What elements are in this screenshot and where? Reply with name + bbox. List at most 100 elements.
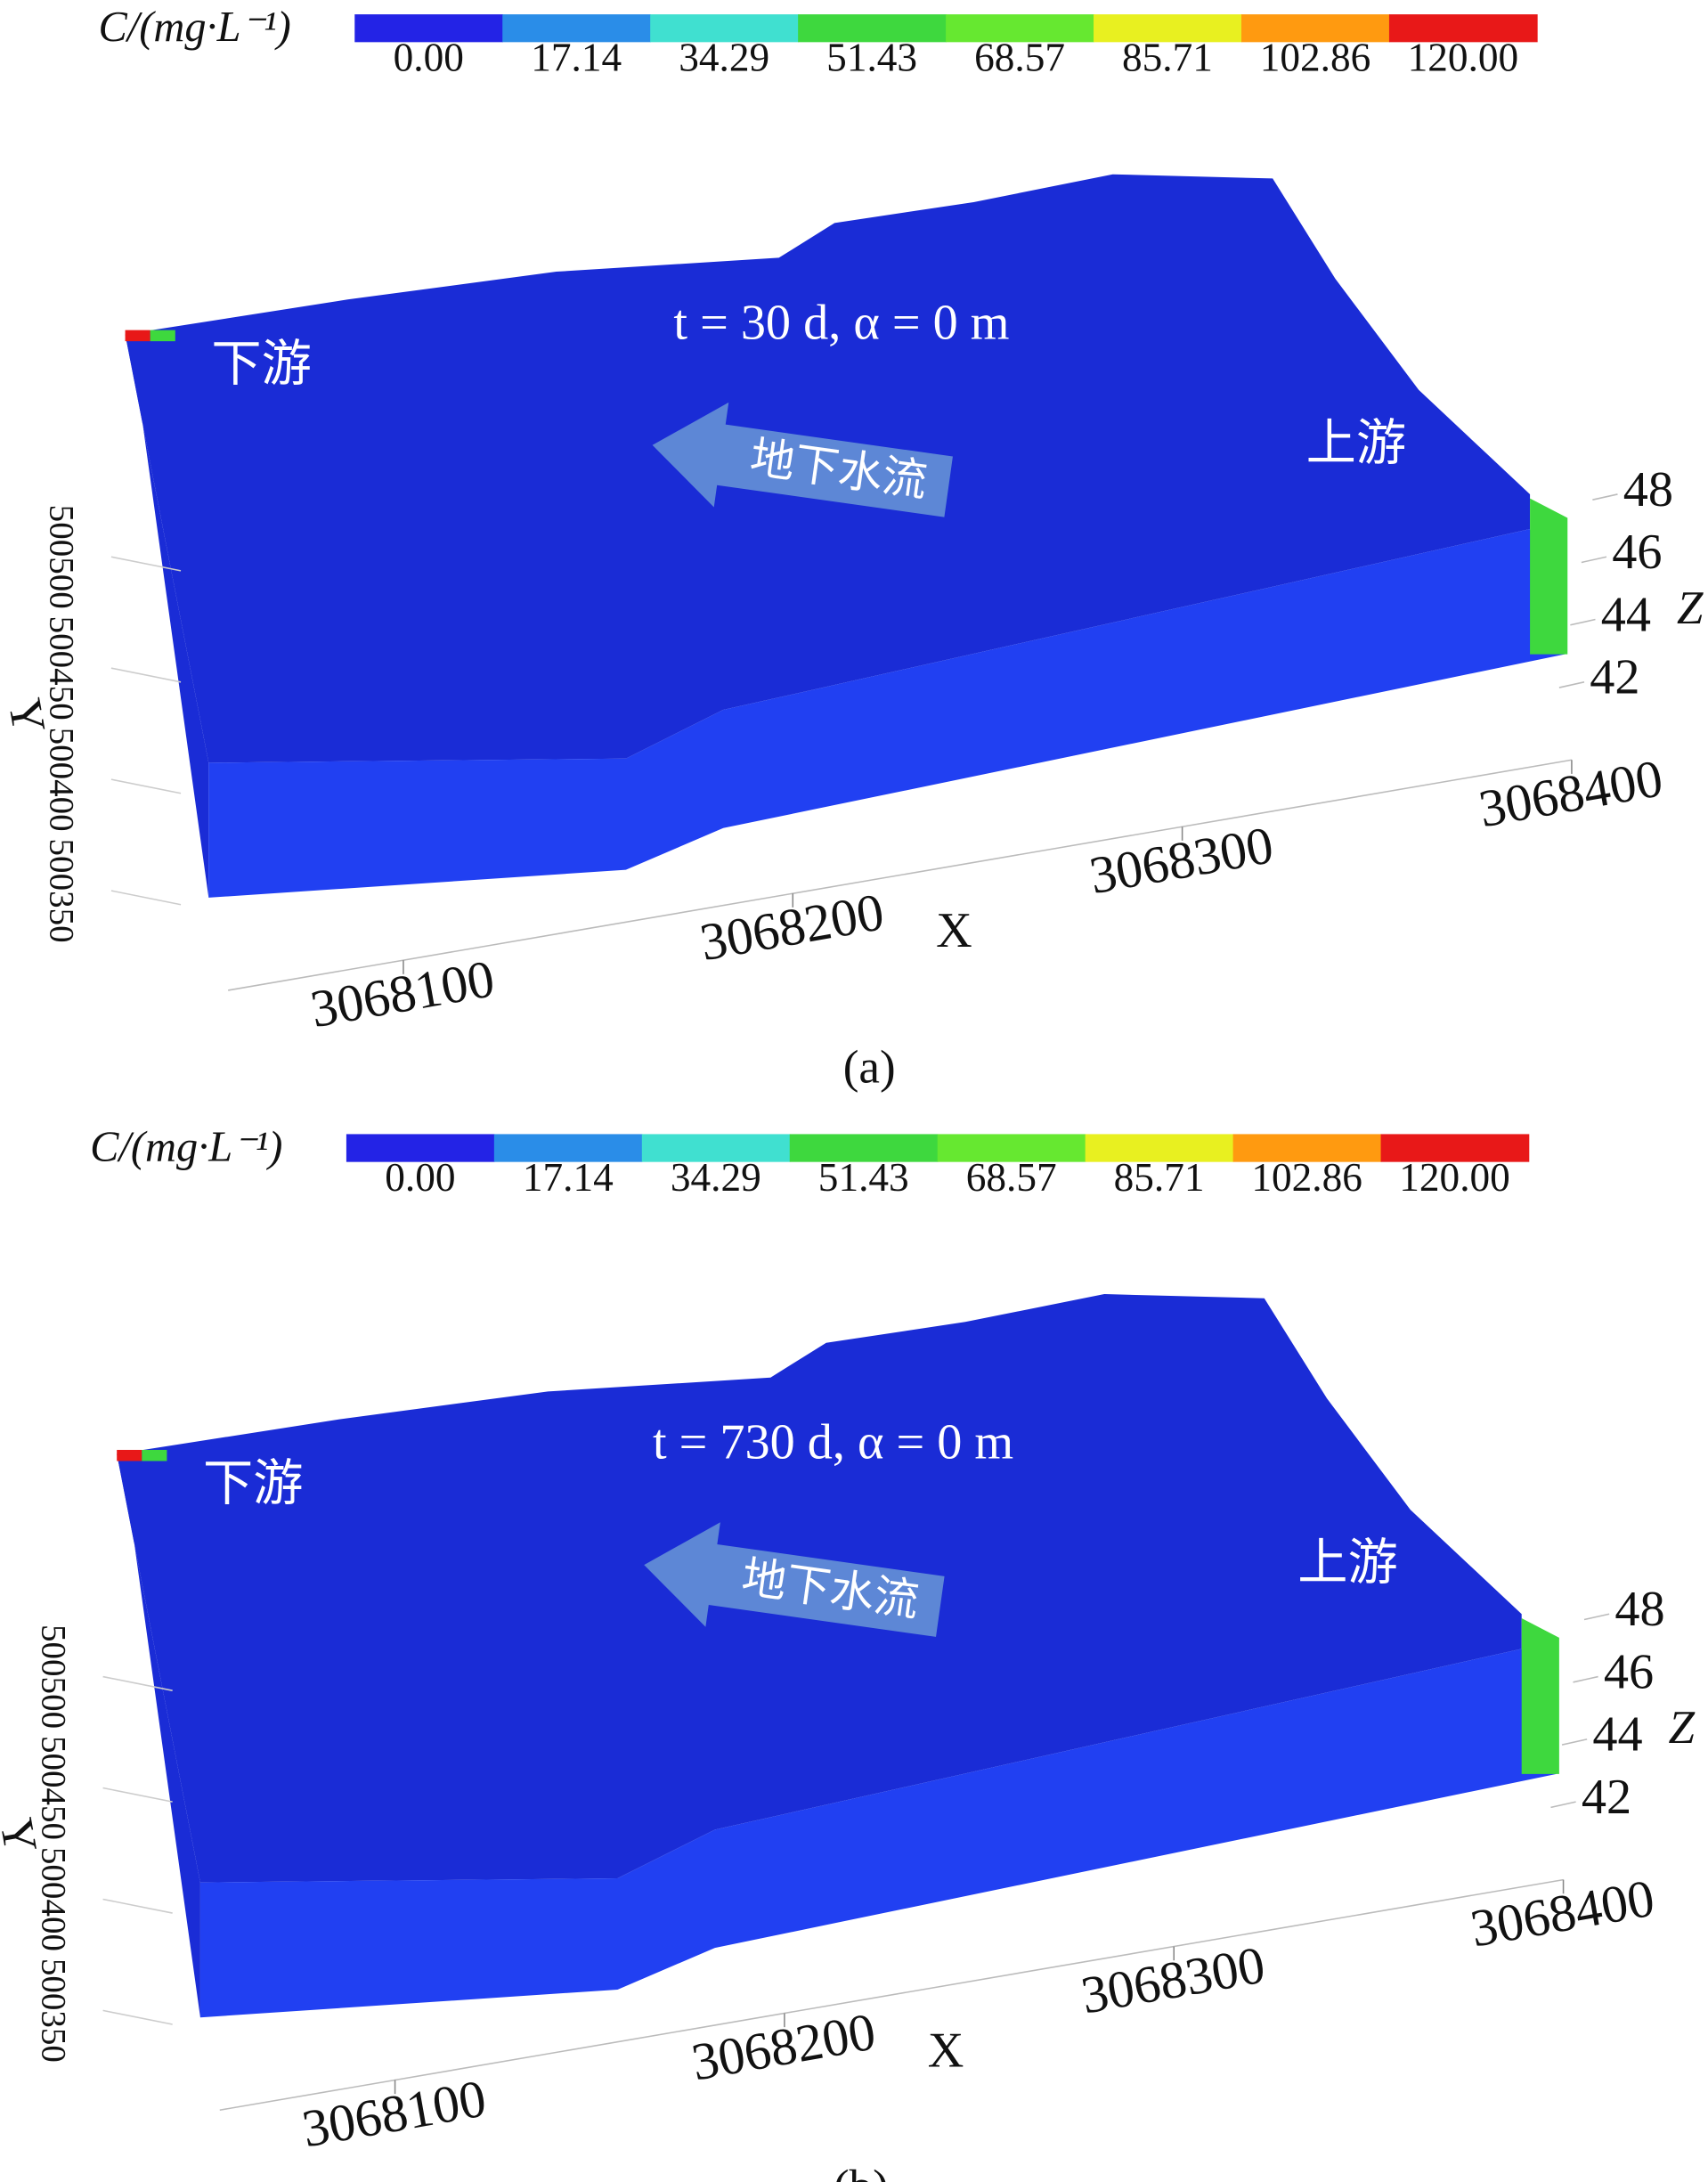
colorbar-tick-label: 102.86: [1251, 1155, 1362, 1200]
z-tick-label: 44: [1601, 587, 1651, 642]
colorbar-segment: [798, 14, 947, 43]
y-tick-label: 500450: [34, 1736, 72, 1840]
x-tick-label: 3068100: [297, 2068, 490, 2158]
x-tick-label: 3068400: [1475, 748, 1667, 838]
downstream-label: 下游: [211, 337, 311, 392]
colorbar-tick-label: 85.71: [1122, 36, 1213, 80]
z-tick-label: 44: [1592, 1707, 1642, 1763]
x-axis-line: [228, 759, 1573, 991]
colorbar-segment: [502, 14, 651, 43]
x-tick-label: 3068200: [695, 882, 888, 972]
y-tick: [102, 1898, 173, 1914]
colorbar-segment: [346, 1134, 495, 1162]
y-tick: [102, 2009, 173, 2025]
colorbar-segment: [1380, 1134, 1530, 1162]
colorbar-tick-label: 34.29: [679, 36, 769, 80]
y-tick: [102, 1675, 173, 1691]
block-front: [208, 528, 1566, 898]
upstream-label: 上游: [1306, 416, 1406, 471]
x-tick-label: 3068200: [687, 2001, 880, 2091]
x-tick-label: 3068300: [1085, 815, 1277, 905]
annotation: t = 730 d, α = 0 m: [653, 1415, 1013, 1470]
colorbar-tick-label: 68.57: [966, 1155, 1057, 1200]
z-tick-label: 42: [1582, 1770, 1631, 1825]
z-tick: [1592, 493, 1618, 501]
colorbar-tick-label: 0.00: [385, 1155, 455, 1200]
colorbar-segment: [354, 14, 504, 43]
downstream-label: 下游: [203, 1457, 303, 1512]
panel: 0.00 17.14 34.29 51.43 68.57 85.71 102.86 120.0…: [0, 1123, 1696, 2182]
colorbar-label: C/(mg·L⁻¹): [99, 4, 291, 51]
colorbar-tick-label: 51.43: [818, 1155, 909, 1200]
z-tick-label: 42: [1590, 650, 1639, 705]
z-axis-label: Z: [1669, 1702, 1696, 1754]
y-tick-label: 500500: [43, 505, 81, 609]
colorbar-segment: [641, 1134, 791, 1162]
z-tick-label: 46: [1604, 1644, 1654, 1699]
colorbar-tick-label: 34.29: [671, 1155, 761, 1200]
panel-label: (a): [843, 1041, 896, 1093]
colorbar-tick-label: 120.00: [1399, 1155, 1510, 1200]
y-tick-label: 500500: [34, 1624, 72, 1729]
colorbar-segment: [1094, 14, 1242, 43]
y-tick-label: 500400: [34, 1847, 72, 1951]
y-tick: [110, 778, 182, 794]
panel-label: (b): [834, 2162, 889, 2182]
z-axis-label: Z: [1677, 582, 1704, 634]
source-cell: [125, 330, 150, 342]
y-tick-label: 500450: [43, 616, 81, 721]
colorbar-segment: [946, 14, 1094, 43]
colorbar-segment: [1085, 1134, 1234, 1162]
x-axis-line: [219, 1878, 1564, 2112]
source-cell: [117, 1449, 142, 1461]
colorbar-segment: [789, 1134, 939, 1162]
colorbar-segment: [650, 14, 799, 43]
colorbar-tick-label: 102.86: [1260, 36, 1371, 80]
z-tick: [1570, 618, 1596, 626]
colorbar-tick-label: 120.00: [1408, 36, 1519, 80]
y-tick: [110, 667, 182, 683]
z-tick-label: 48: [1614, 1582, 1664, 1637]
source-cell: [150, 330, 175, 342]
block-right-edge: [1530, 498, 1568, 655]
colorbar-tick-label: 17.14: [523, 1155, 614, 1200]
z-tick: [1581, 556, 1607, 564]
arrow-shape: [652, 402, 953, 517]
flow-arrow: 地下水流: [644, 1522, 945, 1637]
y-tick: [102, 1787, 173, 1803]
z-tick: [1558, 681, 1585, 688]
colorbar-tick-label: 85.71: [1114, 1155, 1205, 1200]
colorbar-tick-label: 68.57: [974, 36, 1065, 80]
y-tick: [110, 556, 182, 572]
z-tick: [1550, 1801, 1576, 1809]
y-tick: [110, 890, 182, 906]
colorbar-tick-label: 17.14: [531, 36, 622, 80]
arrow-shape: [644, 1522, 945, 1637]
colorbar-segment: [1388, 14, 1538, 43]
annotation: t = 30 d, α = 0 m: [673, 295, 1009, 350]
x-tick-label: 3068300: [1077, 1934, 1269, 2024]
source-cell: [142, 1449, 167, 1461]
block-front: [199, 1649, 1557, 2018]
upstream-label: 上游: [1297, 1536, 1397, 1592]
z-tick-label: 48: [1623, 462, 1673, 517]
x-tick-label: 3068400: [1466, 1869, 1658, 1958]
colorbar-segment: [1232, 1134, 1382, 1162]
z-tick: [1561, 1738, 1588, 1746]
z-tick: [1583, 1613, 1610, 1621]
panel: 0.00 17.14 34.29 51.43 68.57 85.71 102.86 120.0…: [0, 4, 1704, 1093]
colorbar-label: C/(mg·L⁻¹): [90, 1123, 282, 1170]
x-axis-label: X: [928, 2023, 964, 2078]
colorbar-segment: [493, 1134, 643, 1162]
block-right-edge: [1521, 1617, 1559, 1774]
x-axis-label: X: [936, 903, 972, 958]
z-tick-label: 46: [1612, 525, 1662, 580]
x-tick-label: 3068100: [306, 949, 499, 1038]
y-tick-label: 500400: [43, 728, 81, 832]
colorbar-segment: [1240, 14, 1390, 43]
z-tick: [1573, 1675, 1598, 1683]
colorbar-segment: [937, 1134, 1086, 1162]
colorbar-tick-label: 51.43: [826, 36, 917, 80]
